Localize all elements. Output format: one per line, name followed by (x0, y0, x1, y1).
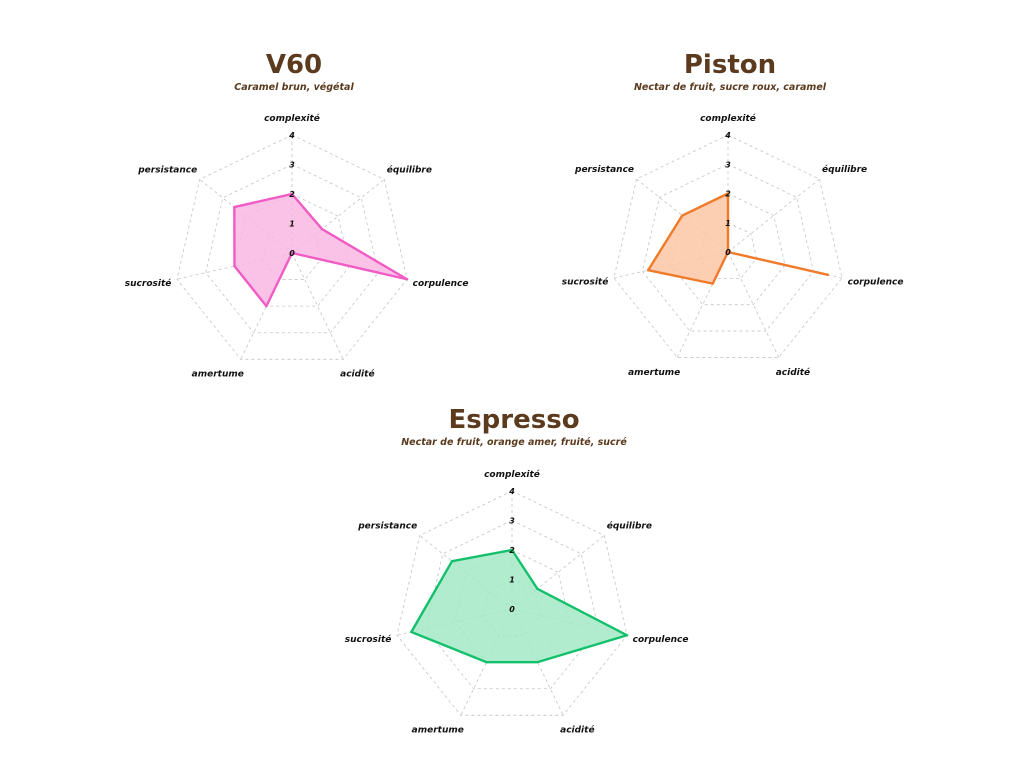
chart-title: V60 (266, 50, 322, 80)
tick-label: 0 (725, 248, 731, 257)
axis-label-amertume: amertume (412, 726, 464, 736)
series-area (410, 548, 629, 664)
chart-subtitle: Caramel brun, végétal (234, 82, 354, 93)
axis-label-persistance: persistance (574, 165, 634, 175)
tick-label: 1 (725, 219, 731, 228)
tick-label: 4 (288, 131, 295, 140)
tick-label: 2 (509, 546, 515, 555)
tick-label: 0 (289, 249, 295, 258)
data-point-persistance (681, 214, 684, 217)
tick-label: 2 (289, 190, 295, 199)
data-point-amertume (711, 282, 714, 285)
grid-ring (613, 134, 843, 358)
axis-label-complexite: complexité (264, 113, 320, 124)
axis-label-sucrosite: sucrosité (562, 277, 609, 288)
axis-spoke (727, 251, 780, 358)
tick-label: 3 (725, 160, 731, 169)
grid-ring (642, 163, 814, 332)
axis-label-complexite: complexité (484, 469, 540, 480)
data-point-sucrosite (646, 269, 650, 272)
chart-title: Espresso (448, 405, 579, 435)
axis-label-sucrosite: sucrosité (345, 634, 392, 645)
axis-spoke (727, 178, 820, 253)
chart-subtitle: Nectar de fruit, sucre roux, caramel (634, 82, 827, 93)
data-point-complexite (290, 192, 294, 196)
chart-title: Piston (684, 50, 776, 80)
data-point-corpulence (826, 273, 830, 276)
tick-label: 4 (508, 487, 515, 496)
data-point-equilibre (320, 227, 324, 231)
tick-label: 1 (509, 576, 515, 585)
data-point-complexite (510, 548, 514, 552)
axis-label-equilibre: équilibre (387, 164, 432, 175)
tick-label: 4 (724, 131, 731, 140)
data-point-acidite (726, 250, 730, 254)
axis-label-amertume: amertume (192, 370, 244, 380)
data-point-acidite (536, 660, 539, 664)
axis-label-persistance: persistance (357, 521, 417, 531)
axis-label-persistance: persistance (137, 165, 197, 175)
series-area (233, 192, 409, 308)
axis-label-acidite: acidité (340, 369, 374, 380)
data-point-amertume (265, 304, 268, 308)
data-point-equilibre (536, 587, 539, 590)
radar-chart-espresso: Espresso Nectar de fruit, orange amer, fr… (345, 405, 689, 736)
series-area (646, 192, 830, 285)
data-point-corpulence (625, 634, 629, 637)
data-point-complexite (726, 192, 730, 195)
data-point-sucrosite (410, 630, 413, 634)
tick-label: 2 (725, 190, 731, 199)
axis-label-acidite: acidité (776, 367, 810, 378)
tick-label: 3 (289, 161, 295, 170)
data-point-acidite (290, 251, 294, 255)
axis-label-equilibre: équilibre (822, 164, 867, 175)
data-point-amertume (485, 660, 488, 664)
tick-label: 1 (289, 220, 295, 229)
tick-label: 0 (509, 605, 515, 614)
data-point-sucrosite (233, 264, 236, 268)
axis-label-sucrosite: sucrosité (125, 278, 172, 289)
axis-label-corpulence: corpulence (848, 278, 904, 288)
data-point-persistance (450, 559, 454, 563)
data-point-persistance (233, 205, 236, 209)
data-point-corpulence (405, 278, 409, 281)
chart-subtitle: Nectar de fruit, orange amer, fruité, su… (401, 437, 627, 448)
tick-label: 3 (509, 517, 515, 526)
radar-chart-piston: Piston Nectar de fruit, sucre roux, caram… (562, 50, 904, 378)
axis-label-acidite: acidité (560, 725, 594, 736)
radar-chart-v60: V60 Caramel brun, végétal 0 1 2 3 4 complexité é… (125, 50, 469, 380)
axis-label-equilibre: équilibre (607, 520, 652, 531)
axis-label-corpulence: corpulence (413, 279, 469, 289)
axis-label-complexite: complexité (700, 113, 756, 124)
axis-label-amertume: amertume (628, 368, 680, 378)
axis-spoke (291, 252, 344, 360)
axis-label-corpulence: corpulence (633, 635, 689, 645)
